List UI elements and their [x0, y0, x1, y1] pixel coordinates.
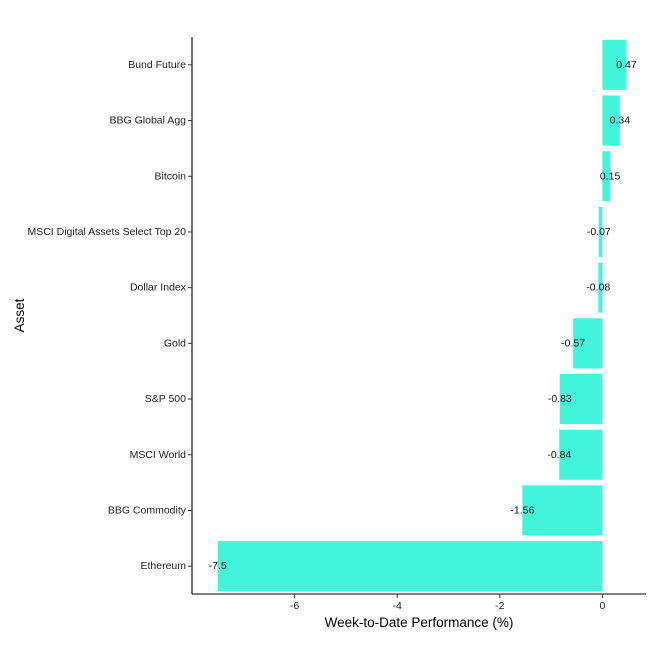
bar-value-label: -1.56: [510, 504, 534, 516]
y-axis-title: Asset: [12, 298, 27, 332]
y-tick-label: MSCI Digital Assets Select Top 20: [27, 226, 186, 238]
bars-group: [217, 39, 627, 592]
bar-value-label: -0.84: [547, 449, 571, 461]
bar-value-label: -0.07: [587, 226, 611, 238]
bar-10: [217, 541, 603, 592]
y-axis-ticks: Bund Future BBG Global Agg Bitcoin MSCI Dig…: [27, 59, 192, 572]
bar-1: [602, 39, 627, 90]
y-tick-label: MSCI World: [130, 449, 187, 461]
bar-value-label: -7.5: [209, 560, 227, 572]
x-axis-title: Week-to-Date Performance (%): [325, 615, 514, 630]
bar-8: [559, 429, 603, 480]
bar-4: [598, 206, 603, 258]
x-tick-label: -6: [290, 600, 299, 612]
y-tick-label: S&P 500: [145, 393, 186, 405]
x-axis-ticks: -6 -4 -2 0: [290, 594, 605, 612]
bar-value-label: 0.15: [600, 170, 621, 182]
bar-9: [522, 485, 603, 536]
bar-value-label: 0.34: [610, 115, 631, 127]
x-tick-label: -4: [393, 600, 402, 612]
y-tick-label: Bitcoin: [154, 170, 186, 182]
y-tick-label: BBG Global Agg: [110, 115, 187, 127]
bar-value-label: 0.47: [616, 59, 637, 71]
bar-7: [559, 373, 603, 425]
bar-6: [573, 318, 603, 369]
bar-3: [602, 151, 611, 202]
x-tick-label: 0: [599, 600, 605, 612]
bar-value-label: -0.08: [586, 282, 610, 294]
x-tick-label: -2: [495, 600, 504, 612]
value-labels-group: 0.47 0.34 0.15 -0.07 -0.08 -0.57 -0.83 -0.84 -1.…: [209, 59, 637, 572]
bar-value-label: -0.83: [548, 393, 572, 405]
bar-2: [602, 95, 620, 146]
y-tick-label: Dollar Index: [130, 282, 187, 294]
y-tick-label: Gold: [164, 337, 186, 349]
y-tick-label: Ethereum: [140, 560, 186, 572]
y-tick-label: Bund Future: [128, 59, 186, 71]
bar-5: [598, 262, 603, 313]
bar-value-label: -0.57: [561, 337, 585, 349]
y-tick-label: BBG Commodity: [108, 504, 187, 516]
